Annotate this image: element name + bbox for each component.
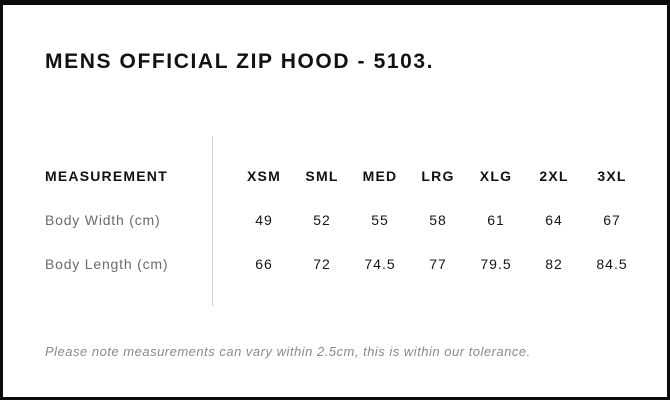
tolerance-note: Please note measurements can vary within… xyxy=(45,344,531,359)
body-width-lrg: 58 xyxy=(429,212,447,228)
body-length-2xl: 82 xyxy=(545,256,563,272)
row-label-body-length: Body Length (cm) xyxy=(45,256,169,272)
body-width-sml: 52 xyxy=(313,212,331,228)
table-header-row: MEASUREMENT XSM SML MED LRG XLG 2XL 3XL xyxy=(45,162,641,190)
column-header-measurement: MEASUREMENT xyxy=(45,168,168,184)
column-header-xlg: XLG xyxy=(479,168,513,184)
column-header-3xl: 3XL xyxy=(597,168,627,184)
body-length-lrg: 77 xyxy=(429,256,447,272)
body-length-med: 74.5 xyxy=(364,256,396,272)
column-header-sml: SML xyxy=(305,168,339,184)
body-width-xlg: 61 xyxy=(487,212,505,228)
column-header-lrg: LRG xyxy=(421,168,455,184)
body-length-sml: 72 xyxy=(313,256,331,272)
body-length-xsm: 66 xyxy=(255,256,273,272)
vertical-divider xyxy=(212,136,213,306)
body-length-3xl: 84.5 xyxy=(596,256,628,272)
body-width-3xl: 67 xyxy=(603,212,621,228)
body-width-2xl: 64 xyxy=(545,212,563,228)
column-header-med: MED xyxy=(362,168,398,184)
row-label-body-width: Body Width (cm) xyxy=(45,212,161,228)
body-width-xsm: 49 xyxy=(255,212,273,228)
table-row-body-length: Body Length (cm) 66 72 74.5 77 79.5 82 8… xyxy=(45,250,641,278)
page-title: MENS OFFICIAL ZIP HOOD - 5103. xyxy=(45,50,435,73)
column-header-xsm: XSM xyxy=(247,168,281,184)
column-header-2xl: 2XL xyxy=(539,168,569,184)
size-table: MEASUREMENT XSM SML MED LRG XLG 2XL 3XL … xyxy=(45,136,641,306)
body-width-med: 55 xyxy=(371,212,389,228)
table-row-body-width: Body Width (cm) 49 52 55 58 61 64 67 xyxy=(45,206,641,234)
body-length-xlg: 79.5 xyxy=(480,256,512,272)
